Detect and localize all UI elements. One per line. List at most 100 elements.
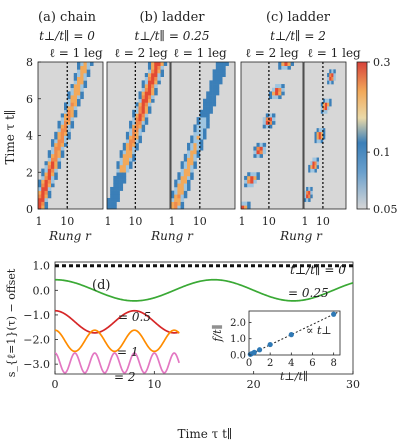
- y-tick-label: 6: [26, 93, 33, 106]
- heatmap-cell: [190, 172, 194, 177]
- heatmap-cell: [206, 102, 210, 107]
- heatmap-cell: [193, 142, 197, 147]
- heatmap-cell: [174, 179, 178, 184]
- heatmap-cell: [241, 201, 245, 206]
- heatmap-cell: [206, 124, 210, 129]
- heatmap-cell: [193, 153, 197, 158]
- heatmap-cell: [132, 128, 136, 133]
- heatmap-cell: [310, 168, 313, 173]
- x-tick-label: 10: [147, 378, 161, 391]
- heatmap-cell: [54, 150, 58, 155]
- heatmap-cell: [180, 201, 185, 206]
- heatmap-cell: [122, 142, 127, 147]
- heatmap-cell: [250, 175, 254, 180]
- heatmap-cell: [119, 168, 124, 173]
- heatmap-cell: [51, 157, 55, 162]
- heatmap-cell: [199, 113, 204, 118]
- heatmap-cell: [138, 98, 142, 103]
- heatmap-cell: [51, 150, 55, 155]
- heatmap-cell: [141, 98, 146, 103]
- heatmap-cell: [41, 172, 45, 177]
- heatmap-cell: [110, 186, 114, 191]
- heatmap-cell: [333, 76, 336, 81]
- heatmap-cell: [177, 179, 181, 184]
- heatmap-cell: [272, 91, 276, 96]
- heatmap-cell: [77, 98, 81, 103]
- heatmap-cell: [314, 139, 317, 144]
- heatmap-cell: [183, 179, 188, 184]
- heatmap-cell: [219, 80, 223, 85]
- heatmap-cell: [54, 146, 58, 151]
- heatmap-cell: [187, 161, 191, 166]
- heatmap-cell: [180, 197, 185, 202]
- heatmap-cell: [187, 183, 191, 188]
- heatmap-cell: [73, 84, 78, 89]
- heatmap-cell: [171, 197, 175, 202]
- heatmap-cell: [38, 190, 42, 195]
- heatmap-cell: [203, 106, 207, 111]
- heatmap-cell: [327, 73, 330, 77]
- heatmap-cell: [113, 175, 117, 180]
- heatmap-cell: [157, 73, 161, 77]
- heatmap-cell: [222, 62, 226, 66]
- heatmap-cell: [132, 109, 136, 114]
- heatmap-cell: [132, 146, 136, 151]
- heatmap-cell: [138, 139, 142, 144]
- heatmap-cell: [151, 84, 155, 89]
- x-tick-label: 1: [36, 215, 43, 228]
- panel-a-leg-label: ℓ = 1 leg: [49, 46, 103, 60]
- heatmap-cell: [51, 179, 55, 184]
- heatmap-cell: [183, 172, 188, 177]
- heatmap-cell: [262, 150, 267, 155]
- heatmap-cell: [183, 161, 188, 166]
- heatmap-cell: [135, 117, 139, 122]
- heatmap-cell: [180, 186, 185, 191]
- heatmap-frame: [303, 61, 347, 210]
- heatmap-cell: [183, 190, 188, 195]
- heatmap-cell: [144, 109, 149, 114]
- heatmap-cell: [329, 76, 332, 81]
- heatmap-cell: [70, 102, 75, 107]
- heatmap-cell: [138, 113, 142, 118]
- heatmap-cell: [64, 124, 68, 129]
- heatmap-cell: [138, 128, 142, 133]
- heatmap-cell: [212, 69, 217, 74]
- heatmap-cell: [67, 91, 71, 96]
- heatmap-cell: [129, 153, 133, 158]
- heatmap-cell: [113, 194, 117, 199]
- heatmap-cell: [138, 95, 142, 100]
- inset-x-tick-label: 4: [288, 358, 294, 369]
- heatmap-cell: [222, 65, 226, 70]
- heatmap-cell: [306, 190, 309, 195]
- heatmap-cell: [329, 69, 332, 74]
- heatmap-cell: [209, 84, 213, 89]
- heatmap-cell: [64, 102, 68, 107]
- x-tick-label: 1: [239, 215, 246, 228]
- heatmap-cell: [86, 69, 91, 74]
- heatmap-cell: [180, 172, 185, 177]
- heatmap-cell: [54, 172, 58, 177]
- inset-x-tick-label: 2: [267, 358, 273, 369]
- heatmap-cell: [187, 172, 191, 177]
- heatmap-cell: [196, 117, 201, 122]
- panel-a-subtitle: t⊥/t∥ = 0: [39, 29, 95, 43]
- heatmap-cell: [129, 150, 133, 155]
- heatmap-cell: [187, 146, 191, 151]
- heatmap-cell: [60, 131, 65, 136]
- heatmap-cell: [268, 117, 273, 122]
- heatmap-cell: [80, 69, 84, 74]
- heatmap-cell: [110, 194, 114, 199]
- heatmap-cell: [125, 131, 130, 136]
- heatmap-cell: [310, 194, 313, 199]
- heatmap-cell: [64, 142, 68, 147]
- heatmap-cell: [64, 135, 68, 140]
- panel-b-subtitle: t⊥/t∥ = 0.25: [135, 29, 210, 43]
- heatmap-cell: [199, 117, 204, 122]
- heatmap-cell: [253, 146, 257, 151]
- heatmap-cell: [64, 131, 68, 136]
- heatmap-cell: [174, 194, 178, 199]
- heatmap-cell: [113, 197, 117, 202]
- heatmap-cell: [212, 87, 217, 92]
- heatmap-cell: [196, 139, 201, 144]
- heatmap-cell: [141, 87, 146, 92]
